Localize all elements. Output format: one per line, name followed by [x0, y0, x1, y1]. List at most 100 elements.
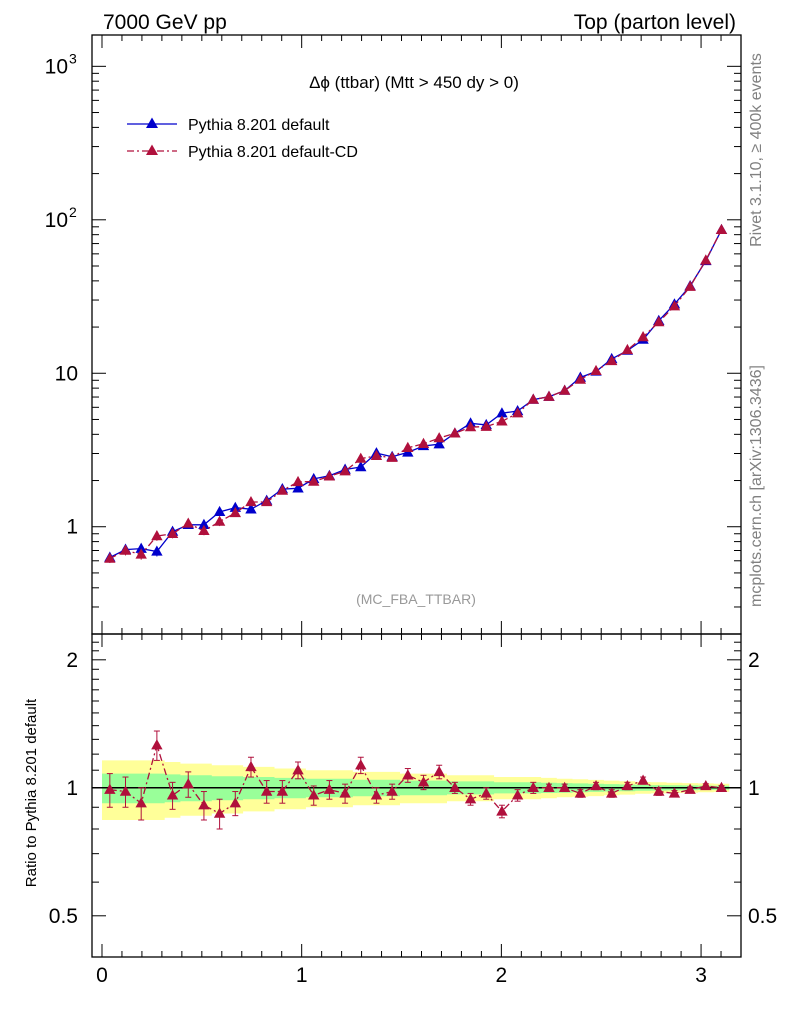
series-point-1	[637, 330, 649, 342]
ratio-point	[653, 785, 665, 796]
x-tick-label: 0	[96, 964, 108, 987]
ratio-point	[276, 785, 289, 796]
series-point-1	[119, 544, 132, 555]
series-point-1	[402, 441, 414, 452]
ratio-point	[715, 781, 728, 793]
ratio-point	[166, 789, 179, 800]
ratio-y-tick-label-right: 1	[748, 777, 760, 800]
ratio-point	[213, 807, 226, 818]
ratio-series-line	[109, 742, 722, 815]
ratio-point	[527, 781, 539, 793]
ratio-point	[543, 781, 555, 793]
main-y-tick-exponent: 3	[69, 50, 77, 66]
series-line-0	[109, 229, 723, 559]
ratio-point	[621, 779, 634, 791]
series-point-1	[417, 437, 430, 449]
ratio-point	[292, 764, 304, 775]
ratio-point	[245, 760, 257, 772]
ratio-y-tick-label-right: 0.5	[748, 905, 777, 928]
mcplots-label: mcplots.cern.ch [arXiv:1306.3436]	[748, 365, 765, 607]
chart-title: Δϕ (ttbar) (Mtt > 450 dy > 0)	[309, 73, 519, 92]
series-point-0	[496, 407, 508, 418]
ratio-point	[402, 769, 414, 780]
ratio-y-tick-label: 0.5	[49, 905, 78, 928]
ratio-panel: 0 1 2 3 0.5 0.5 1 1 2 2	[49, 633, 777, 987]
analysis-label: (MC_FBA_TTBAR)	[356, 591, 476, 607]
x-tick-label: 2	[496, 964, 508, 987]
ratio-point	[386, 785, 398, 796]
legend-label-default: Pythia 8.201 default	[188, 117, 330, 134]
ratio-point	[104, 783, 116, 794]
main-y-tick-label: 1	[66, 516, 78, 539]
series-point-0	[433, 438, 445, 449]
x-tick-label: 3	[695, 964, 707, 987]
ratio-point	[700, 779, 712, 791]
series-point-1	[104, 552, 116, 563]
series-point-1	[496, 415, 508, 426]
series-point-1	[715, 223, 728, 235]
ratio-point	[355, 759, 367, 770]
legend-marker-default	[146, 117, 158, 128]
series-point-1	[245, 495, 257, 507]
series-point-1	[590, 364, 602, 376]
ratio-point	[605, 787, 618, 798]
series-point-0	[135, 542, 147, 553]
series-point-0	[229, 501, 241, 512]
ratio-point	[182, 778, 194, 789]
series-point-1	[480, 420, 492, 431]
legend-marker-cd	[146, 144, 158, 155]
series-point-1	[386, 451, 398, 462]
ratio-point	[433, 765, 445, 777]
legend-label-cd: Pythia 8.201 default-CD	[188, 144, 358, 161]
ratio-point	[637, 774, 649, 785]
ratio-point	[135, 797, 147, 808]
ratio-point	[260, 785, 273, 796]
header-right-label: Top (parton level)	[574, 11, 736, 34]
series-point-0	[245, 503, 257, 514]
series-point-1	[308, 475, 320, 486]
series-line-1	[109, 229, 723, 560]
ratio-point	[198, 799, 210, 810]
ratio-y-tick-label: 1	[66, 777, 78, 800]
ratio-point	[339, 787, 351, 798]
series-point-1	[621, 343, 634, 355]
header-left-label: 7000 GeV pp	[103, 11, 227, 34]
ratio-point	[229, 797, 241, 808]
series-point-1	[166, 527, 179, 538]
ratio-point	[480, 787, 492, 798]
ratio-frame	[91, 633, 742, 958]
series-point-1	[527, 393, 539, 404]
series-point-1	[355, 452, 367, 463]
series-point-1	[151, 530, 163, 541]
ratio-point	[308, 789, 320, 800]
series-point-1	[292, 475, 304, 487]
series-point-0	[213, 505, 226, 517]
series-point-1	[198, 524, 210, 536]
legend: Pythia 8.201 default Pythia 8.201 defaul…	[127, 117, 358, 161]
series-point-1	[700, 254, 712, 265]
ratio-point	[417, 776, 430, 787]
series-point-1	[653, 316, 665, 327]
x-tick-label: 1	[296, 964, 308, 987]
series-point-0	[355, 461, 367, 472]
series-point-1	[323, 470, 336, 481]
main-y-tick-label: 10	[45, 209, 68, 232]
ratio-point	[496, 805, 508, 816]
series-point-1	[684, 280, 696, 291]
main-y-tick-label: 10	[55, 362, 78, 385]
series-point-1	[668, 300, 681, 311]
ratio-point	[684, 783, 696, 794]
series-point-1	[574, 373, 587, 384]
series-point-0	[198, 518, 210, 529]
series-point-1	[370, 449, 383, 460]
ratio-point	[558, 781, 571, 793]
ratio-y-tick-label: 2	[66, 649, 78, 672]
series-point-1	[213, 515, 226, 526]
main-y-tick-exponent: 2	[69, 204, 77, 220]
ratio-point	[370, 789, 383, 800]
series-point-1	[135, 548, 147, 559]
ratio-point	[668, 787, 681, 798]
series-point-1	[276, 484, 289, 495]
